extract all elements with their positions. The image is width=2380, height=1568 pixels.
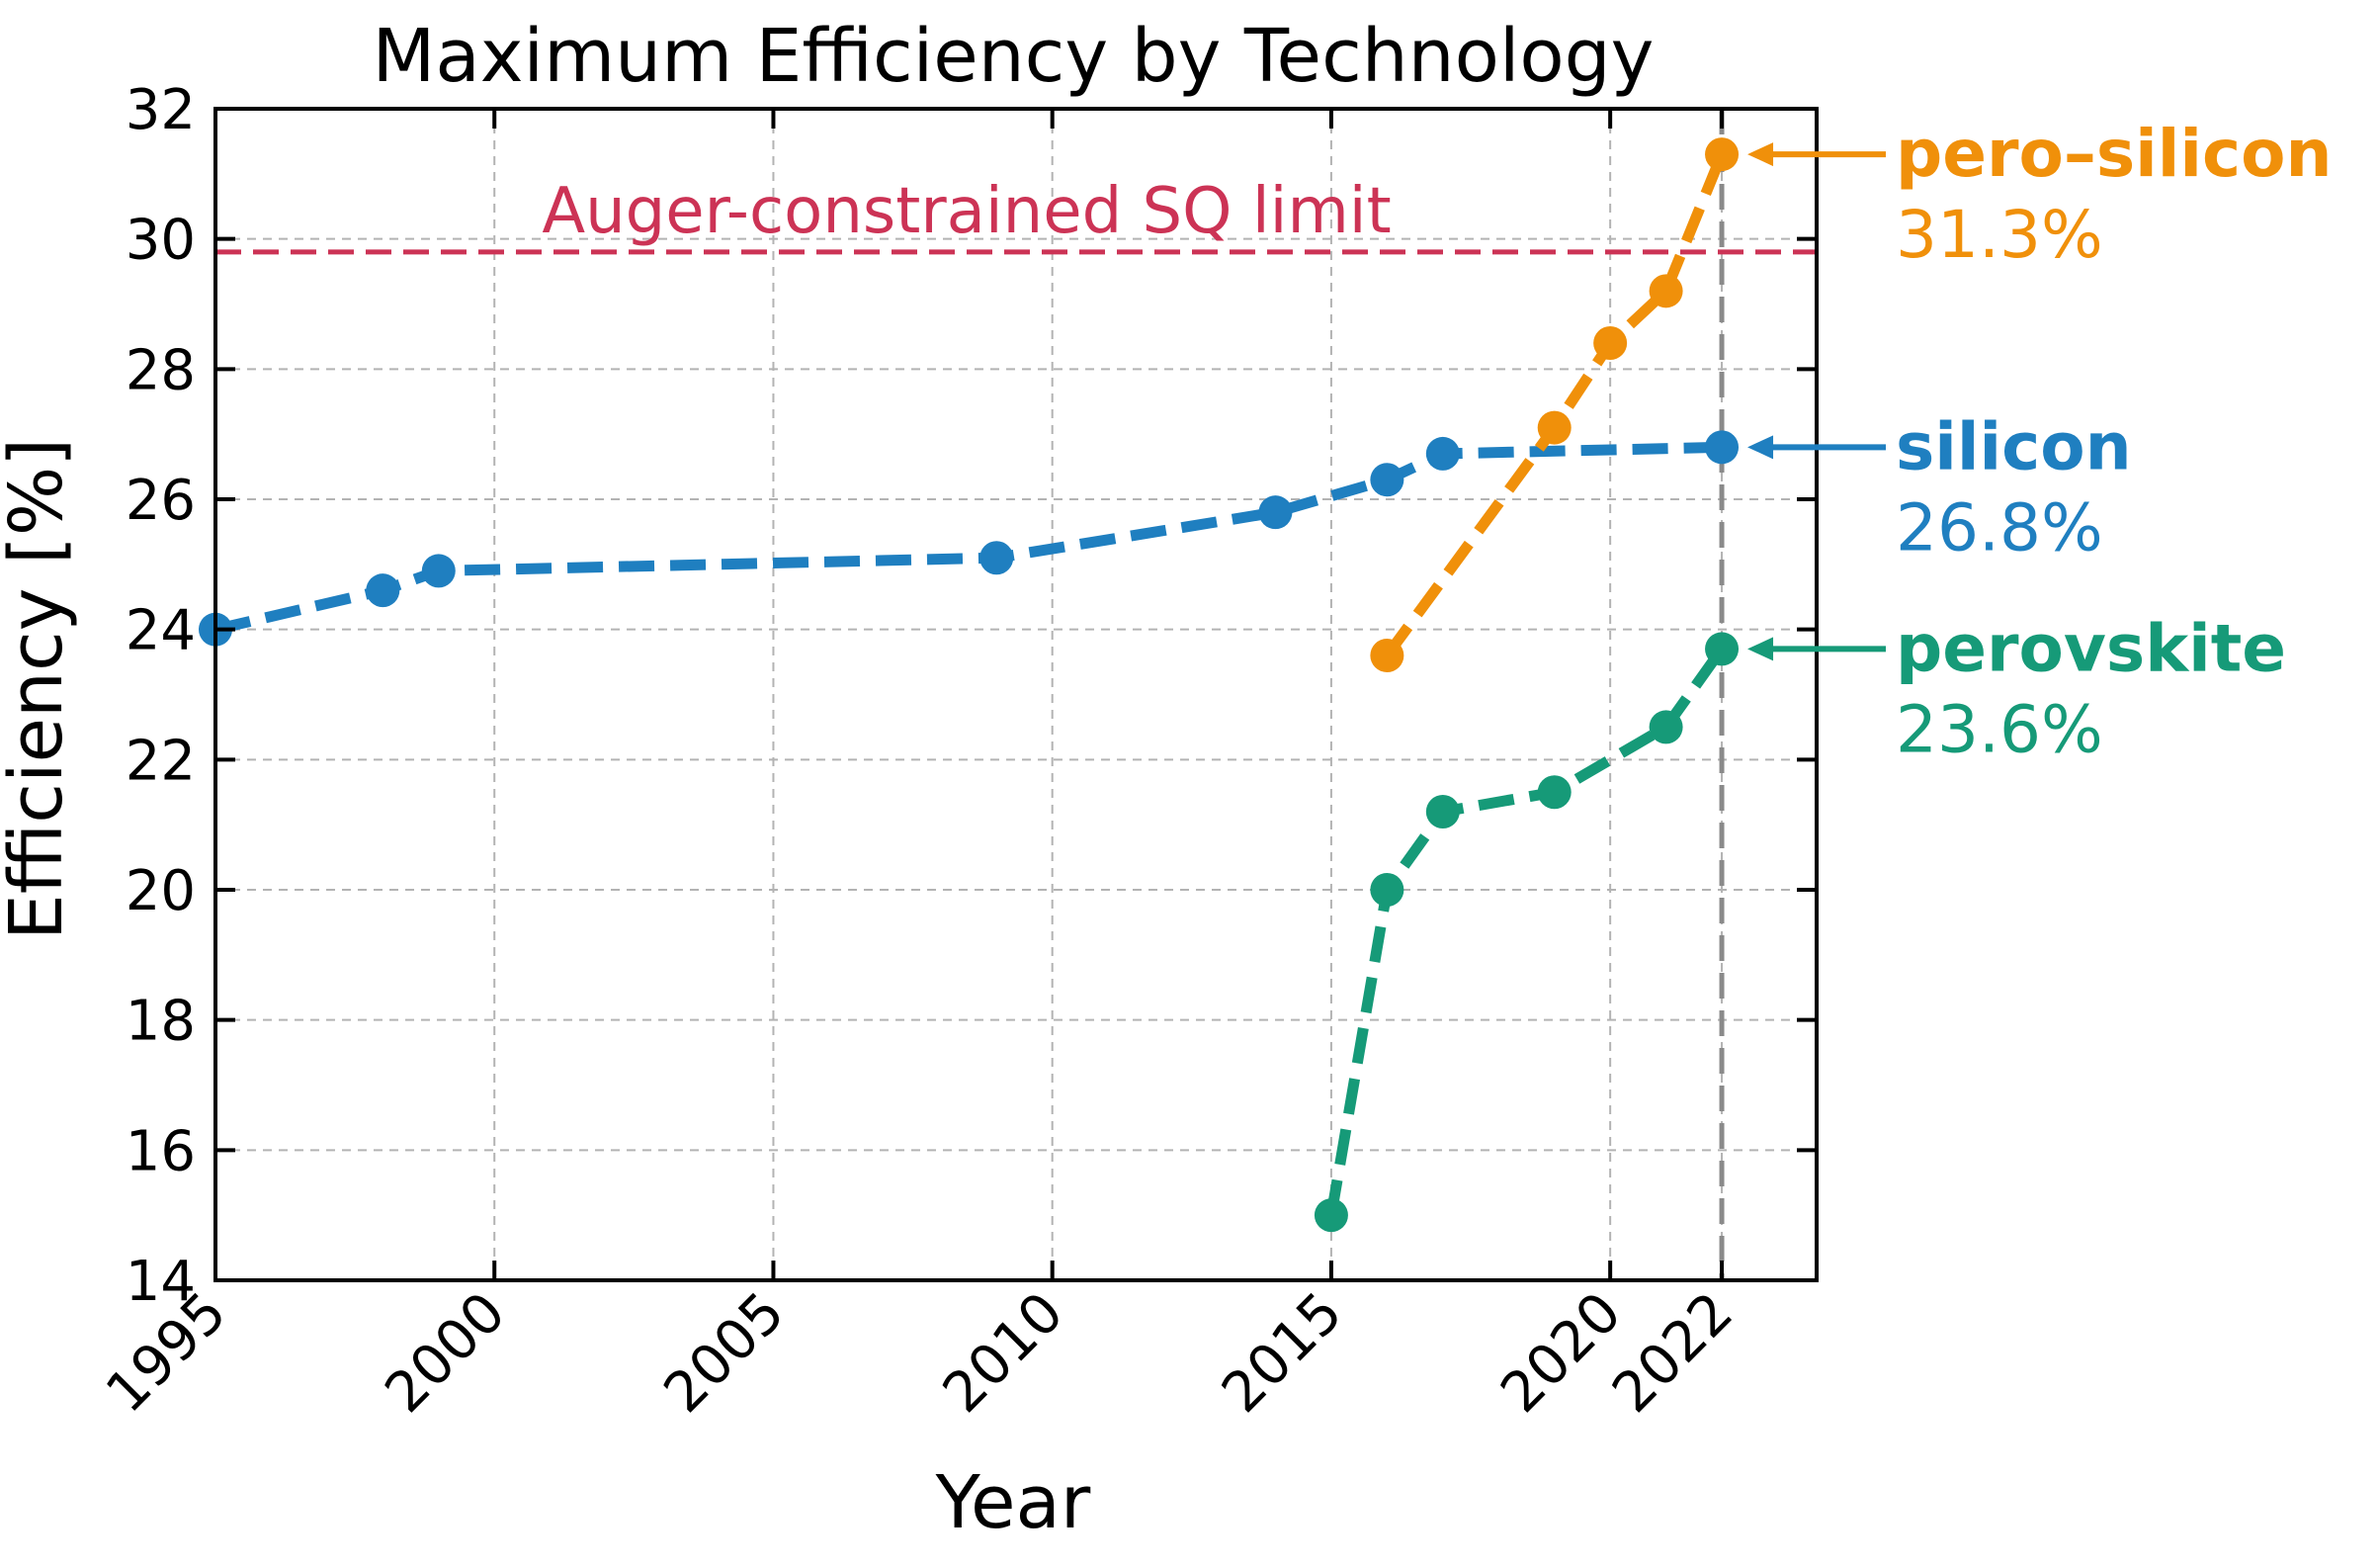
y-tick-label: 18	[126, 990, 196, 1054]
y-tick-label: 24	[126, 599, 196, 663]
annotation-arrowhead-perovskite	[1747, 637, 1774, 661]
grid	[214, 108, 1817, 1281]
data-point-pero-silicon	[1537, 410, 1572, 445]
data-point-pero-silicon	[1370, 639, 1404, 672]
reference-line-label: Auger-constrained SQ limit	[542, 175, 1391, 248]
series-value-label-pero-silicon: 31.3%	[1896, 197, 2103, 273]
y-tick-label: 28	[126, 338, 196, 402]
data-point-perovskite	[1705, 632, 1740, 666]
series-group	[199, 137, 1740, 1233]
y-tick-label: 26	[126, 469, 196, 533]
data-point-pero-silicon	[1649, 274, 1683, 308]
reference-line-group: Auger-constrained SQ limit	[215, 109, 1817, 1280]
series-name-label-pero-silicon: pero–silicon	[1896, 116, 2333, 192]
x-axis-label: Year	[935, 1460, 1091, 1545]
data-point-perovskite	[1425, 795, 1460, 828]
data-point-silicon	[366, 573, 400, 608]
data-point-silicon	[1370, 463, 1404, 497]
series-name-label-perovskite: perovskite	[1896, 610, 2286, 686]
y-tick-label: 16	[126, 1119, 196, 1183]
y-tick-label: 14	[126, 1250, 196, 1314]
data-point-perovskite	[1537, 775, 1572, 810]
data-point-silicon	[1425, 436, 1460, 471]
series-value-label-perovskite: 23.6%	[1896, 691, 2103, 767]
y-tick-label: 32	[126, 78, 196, 142]
data-point-perovskite	[1649, 710, 1683, 744]
data-point-pero-silicon	[1705, 137, 1740, 172]
data-point-perovskite	[1370, 873, 1404, 907]
data-point-silicon	[979, 541, 1014, 575]
axes-frame	[213, 107, 1819, 1282]
series-name-label-silicon: silicon	[1896, 408, 2132, 484]
y-tick-label: 22	[126, 729, 196, 793]
annotation-arrowhead-pero-silicon	[1747, 142, 1774, 167]
y-axis-label: Efficiency [%]	[0, 438, 79, 940]
y-tick-label: 20	[126, 859, 196, 923]
data-point-perovskite	[1314, 1198, 1348, 1233]
series-value-label-silicon: 26.8%	[1896, 489, 2103, 566]
data-point-silicon	[1705, 430, 1740, 465]
data-point-pero-silicon	[1593, 326, 1628, 360]
chart-title: Maximum Efficiency by Technology	[373, 14, 1655, 99]
data-point-silicon	[1258, 495, 1293, 530]
annotation-arrowhead-silicon	[1747, 435, 1774, 460]
y-tick-label: 30	[126, 209, 196, 273]
plot-frame	[213, 107, 1819, 1282]
data-point-silicon	[421, 554, 456, 588]
